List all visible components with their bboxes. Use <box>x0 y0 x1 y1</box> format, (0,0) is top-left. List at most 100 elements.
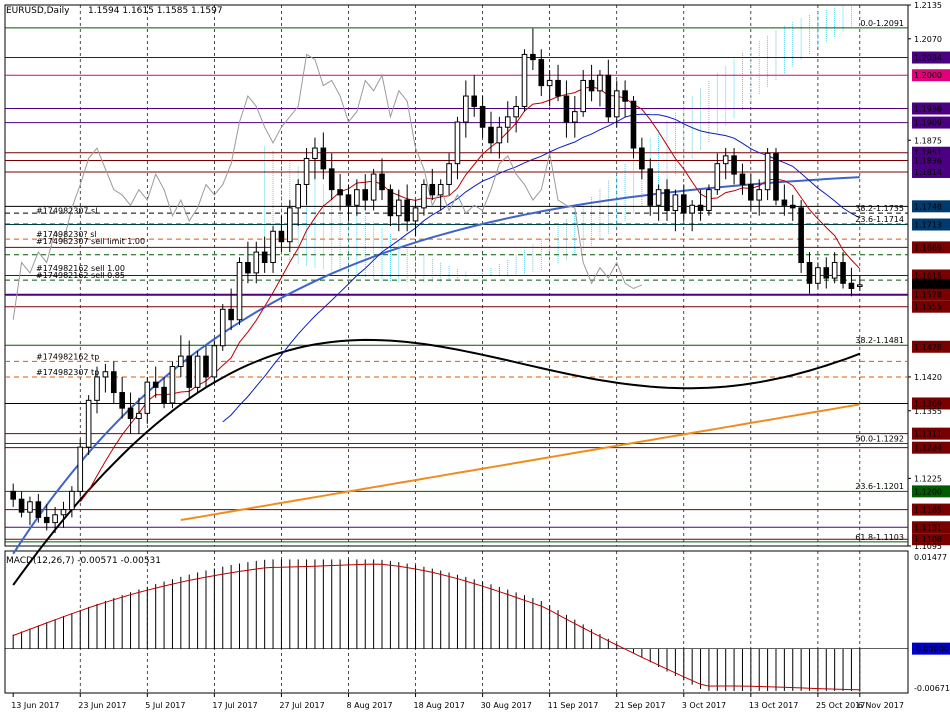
price-tag-box <box>912 51 950 64</box>
time-tick-label: 25 Oct 2017 <box>816 701 865 710</box>
order-label: #174982162 tp <box>36 352 99 361</box>
candle-body <box>739 173 746 185</box>
candle-body <box>278 230 285 243</box>
price-tag-box <box>912 521 950 534</box>
time-tick-label: 5 Jul 2017 <box>145 701 185 710</box>
candle-body <box>546 79 553 87</box>
candle-body <box>18 498 25 513</box>
ma-200-line <box>180 403 860 521</box>
candle-body <box>379 173 385 191</box>
time-tick-label: 3 Oct 2017 <box>682 701 726 710</box>
fib-level-label: 38.2-1.1735 <box>855 204 904 213</box>
candle-body <box>622 90 628 102</box>
ma-100-line <box>12 338 861 586</box>
time-axis: 13 Jun 2017 23 Jun 2017 5 Jul 2017 17 Jul 2… <box>11 693 904 710</box>
fib-level-label: 23.6-1.1714 <box>855 215 904 224</box>
candle-body <box>613 90 620 118</box>
price-tag-text: 1.1578 <box>914 291 942 300</box>
candle-body <box>756 189 763 201</box>
fib-level-label: 23.6-1.1201 <box>855 482 904 491</box>
candle-body <box>446 163 452 185</box>
order-label: #174982307 tp <box>36 368 99 377</box>
price-tag-box <box>912 288 950 301</box>
candle-body <box>572 111 578 123</box>
price-tag-box <box>912 154 950 167</box>
candle-body <box>437 183 444 196</box>
candle-body <box>605 74 612 118</box>
candle-body <box>479 105 486 128</box>
price-tag-text: 1.2034 <box>914 54 942 63</box>
candle-body <box>714 163 721 191</box>
time-tick-label: 27 Jul 2017 <box>279 701 324 710</box>
candle-body <box>287 207 293 243</box>
candle-body <box>647 168 654 206</box>
price-tag-box <box>912 69 950 82</box>
chart-ohlc: 1.1594 1.1615 1.1585 1.1597 <box>88 6 223 16</box>
price-tag-text: 1.1108 <box>914 535 942 544</box>
chart-symbol: EURUSD,Daily <box>6 6 70 16</box>
candle-body <box>706 189 712 211</box>
price-tag-box <box>912 300 950 313</box>
candle-body <box>722 155 729 165</box>
candle-body <box>471 95 478 107</box>
macd-tick-label: -0.00671 <box>914 684 950 693</box>
candle-body <box>555 79 561 97</box>
candle-body <box>664 189 670 211</box>
macd-label: MACD(12,26,7) -0.00571 -0.00531 <box>6 556 161 566</box>
candle-body <box>530 53 536 61</box>
price-tag-text: 1.1936 <box>914 105 942 114</box>
candle-body <box>731 155 737 175</box>
candle-body <box>236 261 243 321</box>
time-tick-label: 17 Jul 2017 <box>212 701 257 710</box>
candle-body <box>161 386 167 404</box>
price-tick-label: 1.1225 <box>914 474 942 483</box>
time-tick-label: 18 Aug 2017 <box>414 701 465 710</box>
candle-body <box>85 399 92 448</box>
candle-body <box>848 282 855 290</box>
candle-body <box>412 207 419 222</box>
price-tag-text: 1.1284 <box>914 444 942 453</box>
candle-body <box>672 194 679 211</box>
price-tag-text: 1.1851 <box>914 149 942 158</box>
candle-body <box>354 189 360 206</box>
candle-body <box>77 446 84 492</box>
candle-body <box>328 168 335 191</box>
price-tag-box <box>912 503 950 516</box>
candle-body <box>362 189 369 201</box>
candle-body <box>94 376 100 401</box>
candle-body <box>689 204 695 214</box>
time-tick-label: 13 Oct 2017 <box>749 701 798 710</box>
candle-body <box>43 516 50 524</box>
price-tag-box <box>912 485 950 498</box>
candle-body <box>186 355 193 388</box>
candle-body <box>857 284 863 287</box>
candle-body <box>840 261 846 284</box>
price-tag-text: 1.1669 <box>914 243 942 252</box>
time-tick-label: 13 Jun 2017 <box>11 701 59 710</box>
candle-body <box>127 407 134 420</box>
candle-body <box>370 173 377 201</box>
time-tick-label: 8 Aug 2017 <box>346 701 392 710</box>
candle-body <box>102 371 109 378</box>
order-label: #174982162 sell 0.85 <box>36 271 125 280</box>
price-tag-text: 1.1555 <box>914 303 942 312</box>
candle-body <box>253 251 260 274</box>
macd-tick-label: -0.00000 <box>913 645 949 654</box>
candle-body <box>580 79 586 113</box>
candle-body <box>429 183 436 196</box>
candle-body <box>194 355 201 388</box>
time-tick-label: 6 Nov 2017 <box>858 701 904 710</box>
price-tick-label: 1.1875 <box>914 136 942 145</box>
candle-body <box>697 204 704 211</box>
candle-body <box>488 126 494 144</box>
macd-tick-label: 0.01477 <box>914 553 947 562</box>
candle-body <box>119 392 125 409</box>
candle-body <box>815 267 821 284</box>
price-tag-text: 1.1369 <box>914 399 942 408</box>
candle-body <box>270 230 276 263</box>
kijun-line <box>222 113 861 423</box>
candle-body <box>228 308 234 321</box>
order-label: #174982307 sl <box>36 207 97 216</box>
tenkan-line <box>79 86 861 503</box>
